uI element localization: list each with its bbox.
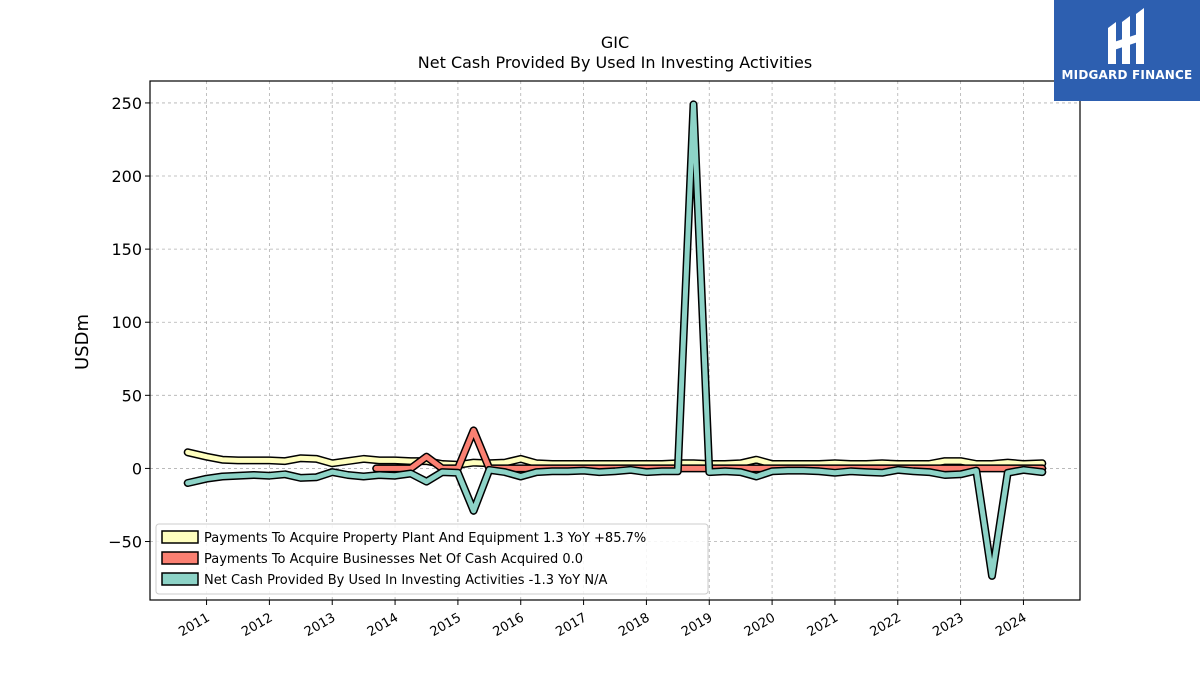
logo-text: MIDGARD FINANCE	[1061, 68, 1193, 82]
x-ticks: 2011 2012 2013 2014 2015 2016 2017 2018 2019 2020…	[176, 600, 1029, 640]
series-line-2	[185, 101, 1045, 579]
y-tick-label: −50	[108, 533, 142, 552]
y-tick-label: 100	[111, 313, 142, 332]
x-tick-label: 2013	[302, 610, 338, 640]
legend-label: Payments To Acquire Property Plant And E…	[204, 531, 646, 546]
x-tick-label: 2019	[679, 610, 715, 640]
y-tick-label: 0	[132, 459, 142, 478]
legend-label: Net Cash Provided By Used In Investing A…	[204, 573, 607, 588]
x-tick-label: 2021	[805, 610, 841, 640]
x-tick-label: 2014	[365, 610, 401, 640]
x-tick-label: 2016	[491, 610, 527, 640]
x-tick-label: 2023	[930, 610, 966, 640]
series-layer	[183, 100, 1047, 580]
series-outline-2	[183, 100, 1047, 580]
x-tick-label: 2020	[742, 610, 778, 640]
chart-subtitle: Net Cash Provided By Used In Investing A…	[418, 53, 812, 72]
x-tick-label: 2022	[868, 610, 904, 640]
x-tick-label: 2011	[176, 610, 212, 640]
x-tick-label: 2015	[428, 610, 464, 640]
legend: Payments To Acquire Property Plant And E…	[155, 523, 709, 595]
y-tick-label: 150	[111, 240, 142, 259]
x-tick-label: 2018	[616, 610, 652, 640]
y-axis-label: USDm	[72, 314, 93, 370]
x-tick-label: 2017	[553, 610, 589, 640]
legend-swatch	[161, 551, 199, 565]
grid	[150, 81, 1080, 600]
x-tick-label: 2012	[239, 610, 275, 640]
legend-box	[155, 523, 709, 595]
y-tick-label: 200	[111, 167, 142, 186]
logo-mark-icon	[1108, 8, 1144, 64]
plot-frame	[149, 80, 1081, 601]
y-tick-label: 250	[111, 94, 142, 113]
legend-label: Payments To Acquire Businesses Net Of Ca…	[204, 552, 583, 567]
y-ticks: −50 0 50 100 150 200 250	[108, 94, 150, 552]
legend-swatch	[161, 572, 199, 586]
chart-title: GIC	[601, 33, 629, 52]
x-tick-label: 2024	[993, 610, 1029, 640]
midgard-finance-logo: MIDGARD FINANCE	[1054, 0, 1200, 101]
series-line-0	[185, 449, 1045, 468]
y-tick-label: 50	[122, 386, 142, 405]
legend-swatch	[161, 530, 199, 544]
